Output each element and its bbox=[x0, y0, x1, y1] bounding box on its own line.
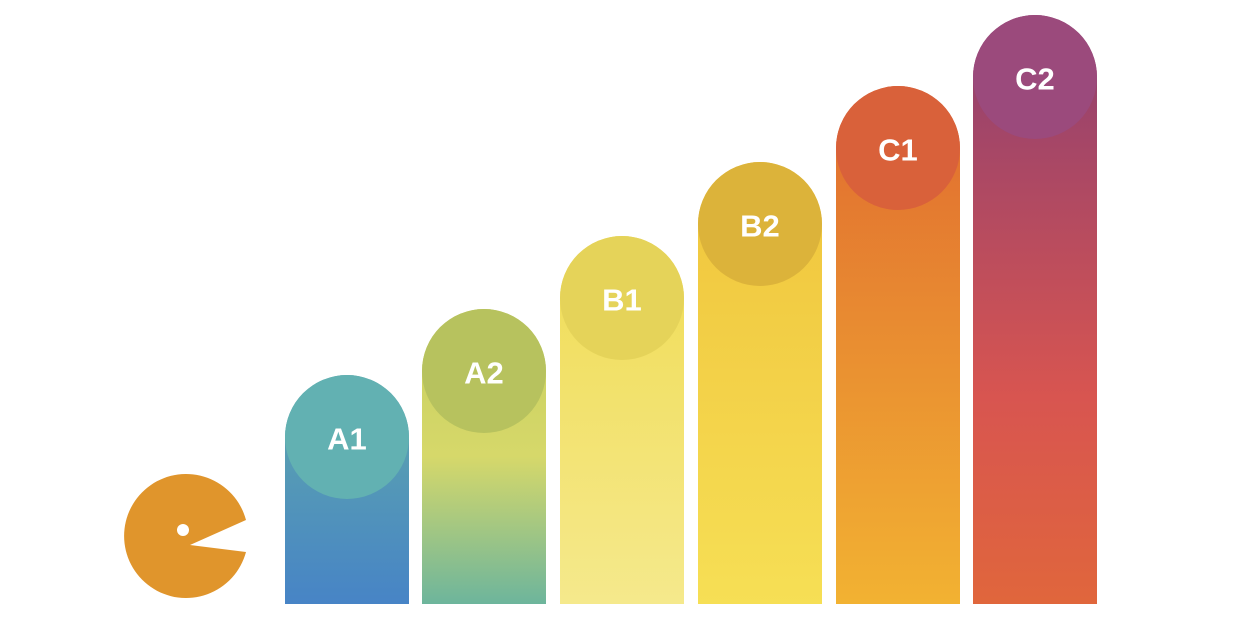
badge bbox=[973, 15, 1097, 139]
level-a1: A1 bbox=[285, 375, 409, 604]
badge bbox=[836, 86, 960, 210]
level-b1: B1 bbox=[560, 236, 684, 604]
badge bbox=[698, 162, 822, 286]
bar bbox=[836, 86, 960, 604]
level-label: B1 bbox=[602, 283, 642, 318]
level-c1: C1 bbox=[836, 86, 960, 604]
badge bbox=[560, 236, 684, 360]
level-b2: B2 bbox=[698, 162, 822, 604]
level-label: A1 bbox=[327, 422, 367, 457]
level-label: C2 bbox=[1015, 62, 1055, 97]
level-label: A2 bbox=[464, 356, 504, 391]
level-c2: C2 bbox=[973, 15, 1097, 604]
level-label: B2 bbox=[740, 209, 780, 244]
bar bbox=[973, 15, 1097, 604]
badge bbox=[422, 309, 546, 433]
pacman-eye bbox=[177, 524, 189, 536]
level-label: C1 bbox=[878, 133, 918, 168]
badge bbox=[285, 375, 409, 499]
pacman bbox=[124, 474, 246, 598]
level-a2: A2 bbox=[422, 309, 546, 604]
pacman-body bbox=[124, 474, 246, 598]
